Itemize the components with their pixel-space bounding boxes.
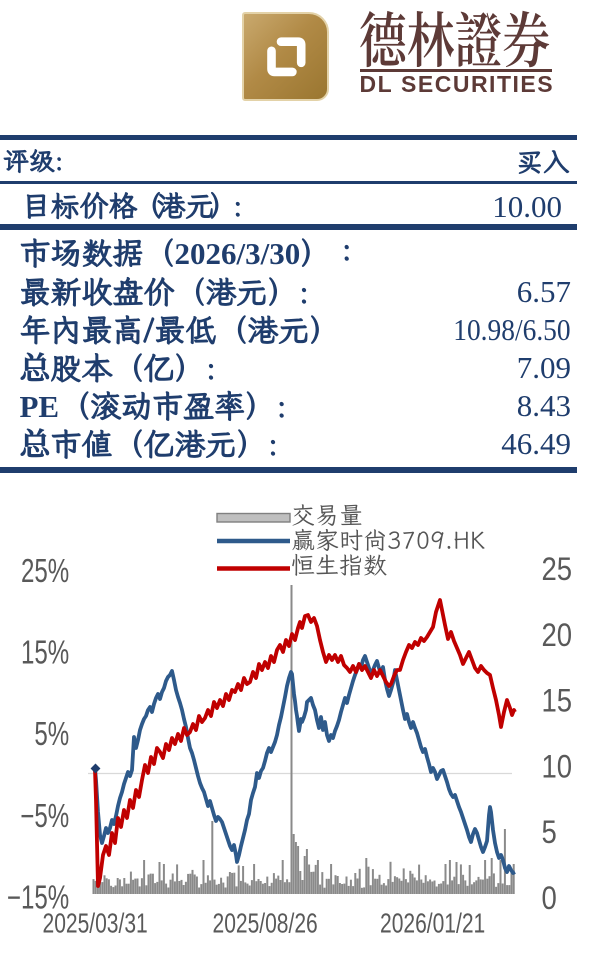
svg-text:0: 0 — [542, 881, 557, 916]
svg-text:10: 10 — [542, 750, 573, 785]
svg-text:5%: 5% — [34, 717, 69, 754]
svg-text:25%: 25% — [21, 553, 69, 590]
svg-text:20: 20 — [542, 618, 573, 653]
svg-text:−5%: −5% — [20, 798, 69, 835]
svg-text:交易量: 交易量 — [291, 499, 363, 531]
svg-text:25: 25 — [542, 552, 573, 587]
svg-text:2025/03/31: 2025/03/31 — [43, 909, 148, 939]
svg-text:赢家时尚3709.HK: 赢家时尚3709.HK — [291, 524, 485, 556]
svg-text:2025/08/26: 2025/08/26 — [213, 909, 318, 939]
svg-text:−15%: −15% — [7, 880, 69, 917]
svg-text:5: 5 — [542, 815, 557, 850]
svg-text:15: 15 — [542, 684, 573, 719]
svg-text:恒生指数: 恒生指数 — [291, 549, 387, 581]
svg-text:2026/01/21: 2026/01/21 — [380, 909, 485, 939]
svg-text:15%: 15% — [21, 635, 69, 672]
